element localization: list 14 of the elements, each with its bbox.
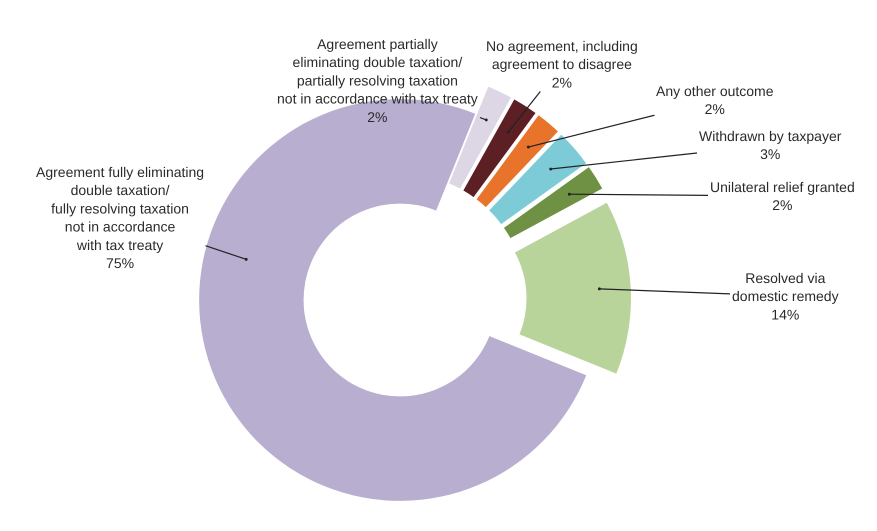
data-label: 2% xyxy=(552,74,572,90)
slice-label: No agreement, including agreement to disagree xyxy=(486,38,638,72)
data-label: 3% xyxy=(760,146,780,162)
slice-label: Agreement partially eliminating double taxation/ partially resolving taxation not in accordance with tax treaty xyxy=(277,36,478,107)
data-label: 2% xyxy=(704,101,725,118)
slice-label: Unilateral relief granted xyxy=(710,179,855,195)
slice-label: Agreement fully eliminating double taxation/ fully resolving taxation not in accordance with tax treaty xyxy=(36,164,204,253)
data-label: 2% xyxy=(772,197,792,214)
data-label: 2% xyxy=(367,108,388,125)
slice-label: Any other outcome xyxy=(656,83,774,99)
data-label: 75% xyxy=(106,255,134,271)
slice-label: Withdrawn by taxpayer xyxy=(699,128,842,144)
data-label: 14% xyxy=(771,306,800,322)
slice-label: Resolved via domestic remedy xyxy=(732,270,839,304)
